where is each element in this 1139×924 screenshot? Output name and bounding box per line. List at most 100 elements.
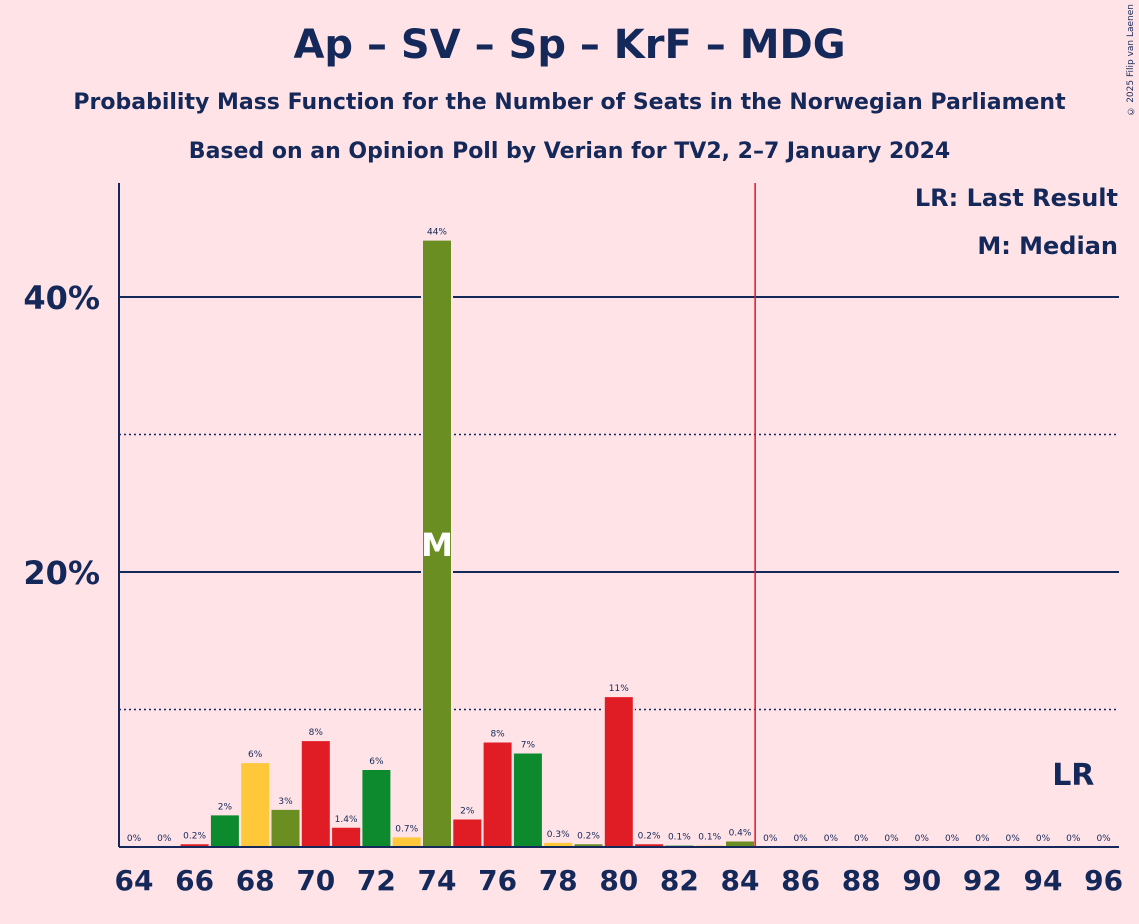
bar-value-label: 0% (824, 834, 839, 844)
bar (301, 741, 330, 847)
bar-value-label: 0% (763, 834, 778, 844)
x-tick-label: 90 (902, 864, 941, 897)
bar (362, 770, 391, 847)
bar-value-label: 7% (521, 741, 536, 751)
x-tick-label: 82 (660, 864, 699, 897)
y-tick-label: 20% (23, 554, 100, 592)
bar (483, 742, 512, 847)
bar-value-label: 0.3% (547, 830, 570, 840)
bar-gap (542, 828, 575, 847)
bar-gap (754, 833, 787, 847)
bar-value-label: 0% (1036, 834, 1051, 844)
bar (635, 844, 664, 847)
chart-title: Ap – SV – Sp – KrF – MDG (293, 22, 846, 68)
bar-value-label: 6% (369, 757, 384, 767)
bar-value-label: 3% (278, 797, 293, 807)
x-tick-label: 92 (963, 864, 1002, 897)
axes-group: 64 66 68 70 72 74 76 78 80 82 84 86 88 90 92 94 96 (115, 183, 1123, 897)
bar-value-label: 0% (1096, 834, 1111, 844)
bar-value-label: 8% (490, 730, 505, 740)
bar-value-label: 0% (945, 834, 960, 844)
bar-value-label: 44% (427, 228, 447, 238)
bar-gap (663, 831, 696, 847)
bar-value-label: 0% (975, 834, 990, 844)
bar (392, 837, 421, 847)
bar-gap (936, 833, 969, 847)
x-tick-label: 88 (842, 864, 881, 897)
y-tick-label: 40% (23, 279, 100, 317)
bar-gap (1027, 833, 1059, 847)
bar-gap (1057, 833, 1090, 847)
bar (513, 753, 542, 847)
bar (574, 844, 603, 847)
legend-last-result: LR: Last Result (914, 184, 1118, 212)
bar (210, 815, 239, 847)
x-tick-label: 76 (478, 864, 517, 897)
bar-gap (118, 833, 150, 847)
bar-gap (1087, 833, 1120, 847)
bar-value-label: 0.7% (395, 824, 418, 834)
x-tick-label: 80 (599, 864, 638, 897)
bar-gap (814, 833, 847, 847)
overlay-group: M LR (421, 183, 1094, 847)
x-tick-label: 64 (115, 864, 154, 897)
bar-gap (178, 830, 211, 847)
bar-value-label: 0% (1006, 834, 1021, 844)
bar-gap (784, 833, 817, 847)
bar-value-label: 0.1% (668, 833, 691, 843)
bar-value-label: 8% (309, 728, 324, 738)
bar (180, 844, 209, 847)
bar-gap (875, 833, 908, 847)
bar-gap (693, 831, 726, 847)
bar-gap (633, 830, 666, 847)
chart-source: Based on an Opinion Poll by Verian for T… (188, 139, 951, 164)
bar-value-label: 0% (915, 834, 930, 844)
bar-value-label: 2% (218, 802, 233, 812)
bar (241, 763, 270, 847)
median-marker: M (421, 526, 453, 564)
bar-value-label: 0% (884, 834, 899, 844)
bar-value-label: 0% (157, 834, 172, 844)
x-tick-label: 86 (781, 864, 820, 897)
bar-value-label: 0% (1066, 834, 1081, 844)
gridlines: 20% 40% (23, 279, 1119, 711)
bar-value-label: 0% (127, 834, 142, 844)
bar (271, 809, 300, 847)
x-tick-label: 78 (539, 864, 578, 897)
x-tick-label: 70 (296, 864, 335, 897)
bar-gap (845, 833, 878, 847)
bar-value-label: 0% (854, 834, 869, 844)
bar (332, 827, 361, 847)
legend-median: M: Median (977, 232, 1118, 260)
bar-value-label: 0.2% (577, 831, 600, 841)
x-tick-label: 74 (418, 864, 457, 897)
bar (726, 841, 754, 847)
bars-group: 0% 0% 0.2% 2% 6% 3% 8% 1.4% 6% 0.7% 44% 2% 8% 7% 0.3% 0… (118, 226, 1120, 847)
bar-value-label: 0% (793, 834, 808, 844)
bar (604, 697, 633, 847)
bar-gap (966, 833, 999, 847)
bar-value-label: 0.2% (183, 831, 206, 841)
x-tick-label: 94 (1024, 864, 1063, 897)
last-result-marker: LR (1052, 758, 1094, 793)
bar-value-label: 6% (248, 750, 263, 760)
x-tick-label: 66 (175, 864, 214, 897)
bar-gap (996, 833, 1029, 847)
bar-gap (572, 830, 605, 847)
x-tick-label: 84 (721, 864, 760, 897)
bar-value-label: 11% (609, 684, 629, 694)
bar (453, 819, 482, 847)
bar-value-label: 2% (460, 807, 475, 817)
bar-value-label: 0.2% (638, 831, 661, 841)
x-tick-label: 96 (1084, 864, 1123, 897)
bar-value-label: 1.4% (335, 815, 358, 825)
bar (544, 842, 573, 847)
x-tick-label: 72 (357, 864, 396, 897)
bar (423, 240, 451, 847)
chart-subtitle: Probability Mass Function for the Number… (73, 90, 1066, 115)
bar-gap (148, 833, 181, 847)
bar-value-label: 0.1% (698, 833, 721, 843)
bar-gap (905, 833, 938, 847)
x-tick-label: 68 (236, 864, 275, 897)
